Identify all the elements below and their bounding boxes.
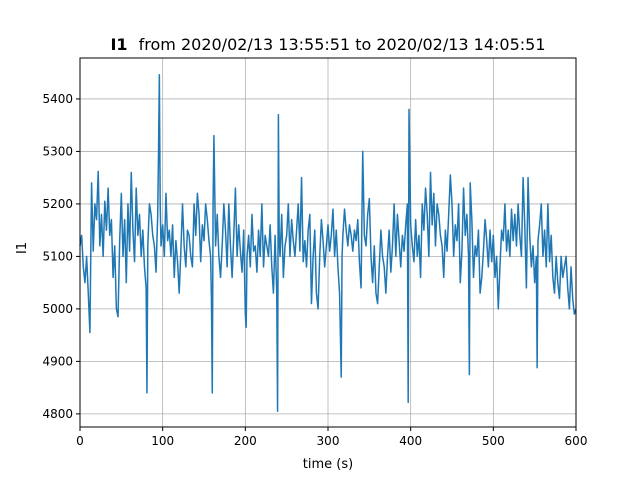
x-tick-label: 300 bbox=[317, 434, 340, 448]
series-line bbox=[79, 74, 577, 412]
x-tick-label: 600 bbox=[565, 434, 588, 448]
x-tick-label: 100 bbox=[151, 434, 174, 448]
chart-title-bold: I1 bbox=[110, 35, 127, 54]
y-tick-label: 5400 bbox=[42, 92, 73, 106]
y-tick-label: 4800 bbox=[42, 407, 73, 421]
y-tick-label: 5200 bbox=[42, 197, 73, 211]
y-tick-label: 4900 bbox=[42, 354, 73, 368]
y-axis-label: I1 bbox=[15, 242, 30, 254]
y-tick-label: 5000 bbox=[42, 302, 73, 316]
x-tick-label: 400 bbox=[399, 434, 422, 448]
ticks: 0 100 200 300 400 500 600 4800 4900 5000 5100 5200 5… bbox=[42, 92, 587, 448]
y-tick-label: 5300 bbox=[42, 144, 73, 158]
chart-title-rest: from 2020/02/13 13:55:51 to 2020/02/13 1… bbox=[139, 35, 546, 54]
x-axis-label: time (s) bbox=[303, 457, 353, 472]
chart-title: I1 from 2020/02/13 13:55:51 to 2020/02/1… bbox=[110, 35, 545, 54]
y-tick-label: 5100 bbox=[42, 249, 73, 263]
x-tick-label: 0 bbox=[76, 434, 84, 448]
x-tick-label: 200 bbox=[234, 434, 257, 448]
x-tick-label: 500 bbox=[482, 434, 505, 448]
